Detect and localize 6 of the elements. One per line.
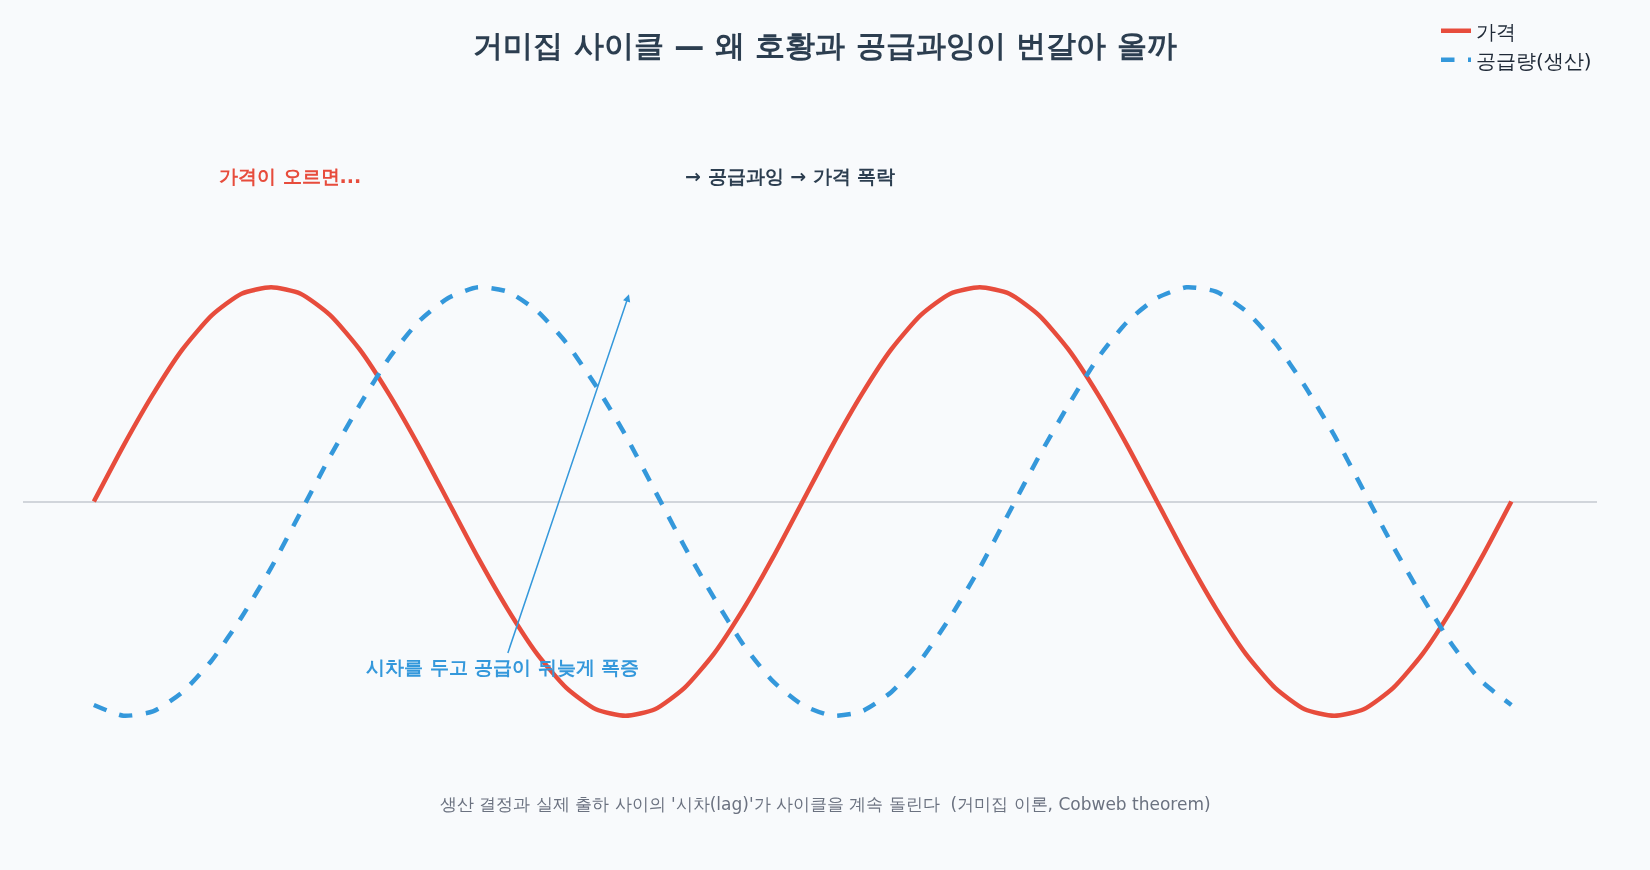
chart-title: 거미집 사이클 — 왜 호황과 공급과잉이 번갈아 올까 [473, 27, 1177, 63]
text: 생산 결정과 실제 출하 사이의 '시차(lag)'가 사이클을 계속 돌린다 (거미집 이론, Cobweb theorem) [440, 794, 1211, 814]
legend-label: 공급량(생산) [1476, 48, 1592, 73]
text: 가격이 오르면... [219, 165, 362, 187]
text: → 공급과잉 → 가격 폭락 [685, 165, 896, 187]
legend-label: 가격 [1476, 19, 1516, 44]
